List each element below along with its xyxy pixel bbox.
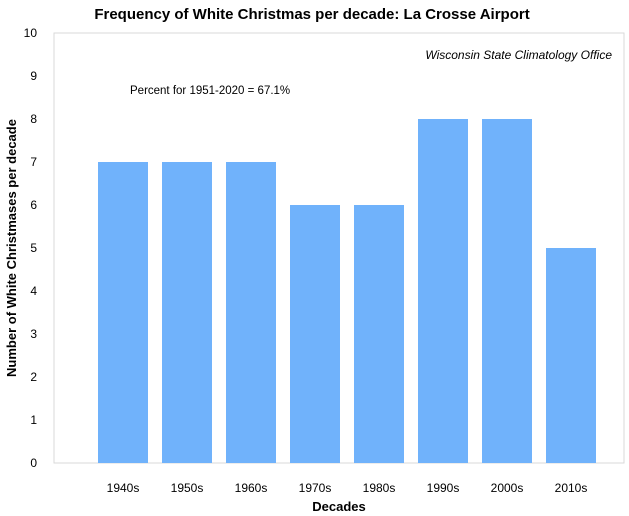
x-axis: 1940s 1950s 1960s 1970s 1980s 1990s 2000s 2010s <box>107 481 588 495</box>
y-tick-label: 10 <box>24 26 38 40</box>
y-tick-label: 6 <box>30 198 37 212</box>
chart-title: Frequency of White Christmas per decade:… <box>94 6 529 23</box>
bar-1960s <box>226 162 276 463</box>
bar-2000s <box>482 119 532 463</box>
x-tick-label: 2000s <box>491 481 524 495</box>
y-tick-label: 4 <box>30 284 37 298</box>
x-tick-label: 1980s <box>363 481 396 495</box>
x-tick-label: 1990s <box>427 481 460 495</box>
x-tick-label: 2010s <box>555 481 588 495</box>
bar-1990s <box>418 119 468 463</box>
bar-1940s <box>98 162 148 463</box>
y-axis-title: Number of White Christmases per decade <box>4 119 19 377</box>
x-tick-label: 1970s <box>299 481 332 495</box>
y-tick-label: 2 <box>30 370 37 384</box>
percent-annotation: Percent for 1951-2020 = 67.1% <box>130 85 290 97</box>
bar-series <box>98 119 596 463</box>
bar-1950s <box>162 162 212 463</box>
y-tick-label: 5 <box>30 241 37 255</box>
y-tick-label: 0 <box>30 456 37 470</box>
y-tick-label: 1 <box>30 413 37 427</box>
y-tick-label: 7 <box>30 155 37 169</box>
bar-1980s <box>354 205 404 463</box>
source-annotation: Wisconsin State Climatology Office <box>425 48 612 62</box>
x-axis-title: Decades <box>312 499 365 514</box>
y-tick-label: 3 <box>30 327 37 341</box>
x-tick-label: 1950s <box>171 481 204 495</box>
x-tick-label: 1940s <box>107 481 140 495</box>
y-tick-label: 8 <box>30 112 37 126</box>
bar-2010s <box>546 248 596 463</box>
x-tick-label: 1960s <box>235 481 268 495</box>
y-axis: 0 1 2 3 4 5 6 7 8 9 10 <box>24 26 38 470</box>
bar-1970s <box>290 205 340 463</box>
y-tick-label: 9 <box>30 69 37 83</box>
